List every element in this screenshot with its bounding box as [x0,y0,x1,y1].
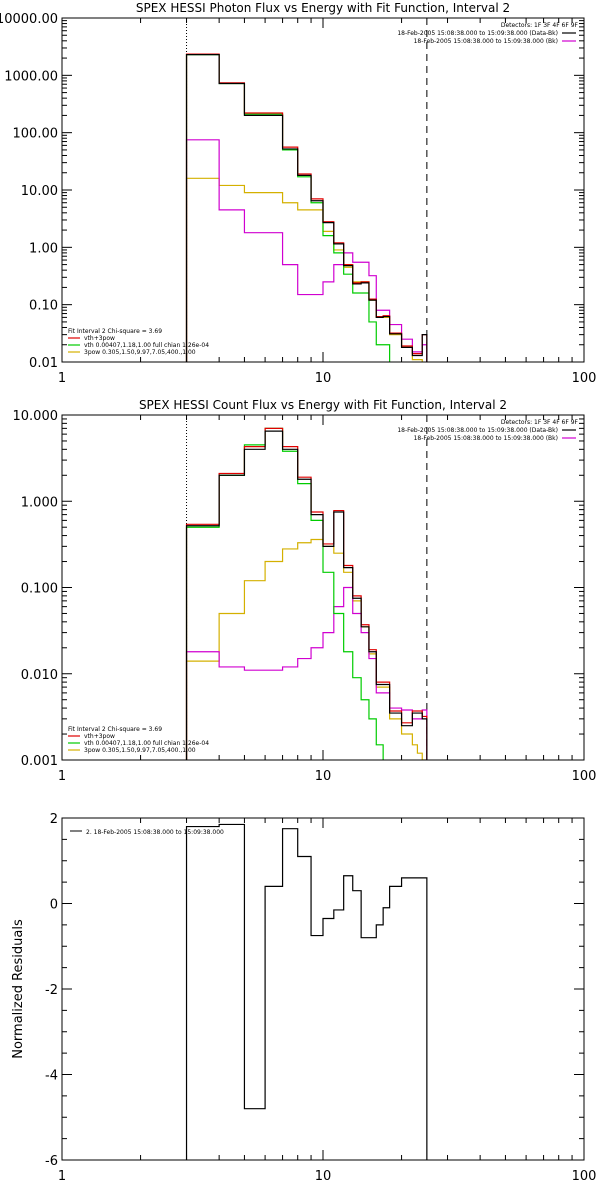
legend-entry: 18-Feb-2005 15:08:38.000 to 15:09:38.000… [414,435,558,442]
x-tick-label: 10 [315,371,332,386]
legend-entry: vth 0.00407,1.18,1.00 full chian 1.26e-0… [84,342,209,349]
legend-entry: 18-Feb-2005 15:08:38.000 to 15:09:38.000… [397,427,558,434]
y-tick-label: 0.01 [29,356,58,371]
x-tick-label: 100 [572,371,597,386]
legend-entry: Detectors: 1F 3F 4F 6F 9F [501,419,579,426]
chart-title: SPEX HESSI Count Flux vs Energy with Fit… [139,398,507,412]
legend-entry: vth+3pow [84,335,115,342]
plot-frame [61,17,585,363]
plot-frame [61,414,585,761]
y-tick-label: 0.010 [21,668,58,683]
legend-entry: 3pow 0.305,1.50,9.97,7.05,400.,1.00 [84,349,196,356]
y-tick-label: 1.00 [29,241,58,256]
legend-entry: 18-Feb-2005 15:08:38.000 to 15:09:38.000… [414,38,558,45]
y-tick-label: 0.001 [21,754,58,769]
panel-2: SPEX HESSI Count Flux vs Energy with Fit… [13,398,597,784]
x-tick-label: 1 [58,371,66,386]
y-tick-label: 1000.00 [4,69,58,84]
x-tick-label: 10 [315,769,332,784]
series-line [185,823,428,1160]
legend-entry: Fit Interval 2 Chi-square = 3.69 [68,328,162,335]
series-line [185,53,428,362]
y-tick-label: 1.000 [21,495,58,510]
panel-1: SPEX HESSI Photon Flux vs Energy with Fi… [0,1,596,386]
series-group [185,823,428,1160]
y-tick-label: -4 [45,1069,58,1084]
x-tick-label: 1 [58,1169,66,1184]
y-tick-label: 10.000 [13,409,59,424]
y-axis-label: Normalized Residuals [11,919,26,1059]
series-line [185,538,428,760]
y-tick-label: -6 [45,1154,58,1169]
x-tick-label: 1 [58,769,66,784]
series-line [185,586,428,760]
series-group [185,427,428,760]
legend-entry: Fit Interval 2 Chi-square = 3.69 [68,726,162,733]
legend-entry: 3pow 0.305,1.50,9.97,7.05,400.,1.00 [84,747,196,754]
series-line [185,53,428,362]
series-line [185,177,423,362]
y-tick-label: -2 [45,983,58,998]
legend-entry: vth+3pow [84,733,115,740]
series-line [185,430,428,760]
y-tick-label: 2 [50,812,58,827]
y-tick-label: 10.00 [21,184,58,199]
legend-entry: vth 0.00407,1.18,1.00 full chian 1.26e-0… [84,740,209,747]
x-tick-label: 10 [315,1169,332,1184]
legend-entry: Detectors: 1F 3F 4F 6F 9F [501,22,579,29]
panel-3: Normalized Residuals 1 10 100 -6 -4 -2 0 2 2. 18-… [11,812,596,1184]
y-tick-label: 0.10 [29,299,58,314]
plot-frame [61,817,585,1161]
y-tick-label: 0.100 [21,582,58,597]
series-line [185,139,428,362]
y-tick-label: 100.00 [13,127,59,142]
series-line [185,53,391,362]
x-tick-label: 100 [572,1169,597,1184]
x-tick-label: 100 [572,769,597,784]
legend-entry: 18-Feb-2005 15:08:38.000 to 15:09:38.000… [397,30,558,37]
legend-entry: 2. 18-Feb-2005 15:08:38.000 to 15:09:38.… [86,829,224,836]
y-tick-label: 10000.00 [0,12,58,27]
y-tick-label: 0 [50,898,58,913]
series-group [185,53,428,362]
chart-title: SPEX HESSI Photon Flux vs Energy with Fi… [136,1,510,15]
